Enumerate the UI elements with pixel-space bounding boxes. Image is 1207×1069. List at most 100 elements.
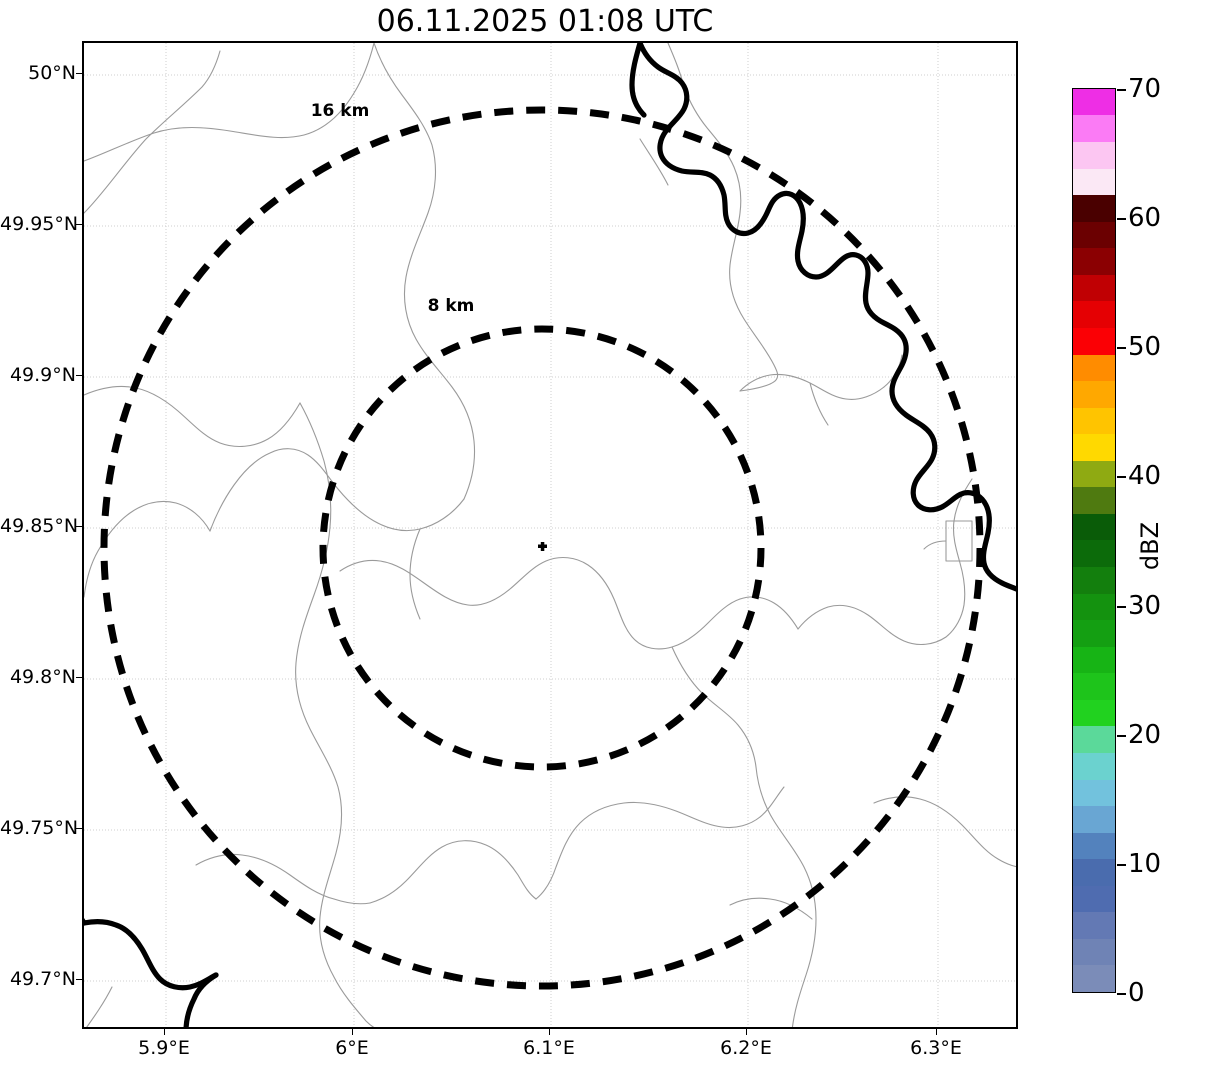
- y-tick-mark-4995N: [76, 224, 82, 225]
- admin-line-sw-corner: [86, 986, 113, 1027]
- national-border: [84, 43, 1016, 1027]
- colorbar-band-52.5dbz: [1073, 407, 1115, 435]
- colorbar-tick-label-70: 70: [1128, 74, 1162, 104]
- border-main-northeast: [637, 43, 1016, 592]
- colorbar-tick-label-0: 0: [1128, 978, 1145, 1008]
- y-tick-mark-4985N: [76, 526, 82, 527]
- y-tick-label-4975N: 49.75°N: [0, 817, 79, 839]
- admin-line-west-mid: [209, 448, 465, 532]
- colorbar-band-67.5dbz: [1073, 248, 1115, 275]
- colorbar-band-77.5dbz: [1073, 142, 1115, 169]
- colorbar-band-5.0dbz: [1073, 912, 1115, 939]
- admin-line-nw-down: [299, 402, 332, 528]
- x-tick-mark-62E: [746, 1029, 747, 1035]
- x-tick-label-63E: 6.3°E: [910, 1037, 962, 1059]
- admin-line-inner-valley-east: [739, 596, 799, 630]
- admin-line-sw-mid: [195, 853, 335, 900]
- colorbar-band-35.0dbz: [1073, 593, 1115, 621]
- page-title: 06.11.2025 01:08 UTC: [376, 4, 714, 39]
- colorbar-band-2.5dbz: [1073, 938, 1115, 966]
- colorbar-band-32.5dbz: [1073, 620, 1115, 647]
- colorbar-band-62.5dbz: [1073, 301, 1115, 328]
- colorbar-tick-label-60: 60: [1128, 203, 1162, 233]
- admin-line-mid-south: [671, 646, 757, 768]
- admin-line-east-up: [945, 520, 966, 638]
- admin-line-ne-small: [809, 382, 829, 426]
- y-tick-label-498N: 49.8°N: [9, 666, 76, 688]
- colorbar-band-50.0dbz: [1073, 434, 1115, 461]
- admin-enclave-box: [945, 520, 973, 562]
- x-tick-mark-59E: [164, 1029, 165, 1035]
- colorbar-band-10.0dbz: [1073, 859, 1115, 886]
- colorbar-tick-mark-40: [1117, 476, 1126, 478]
- colorbar-axis-label: dBZ: [1136, 521, 1164, 571]
- y-tick-label-497N: 49.7°N: [9, 968, 76, 990]
- colorbar-tick-label-30: 30: [1128, 591, 1162, 621]
- colorbar-band-27.5dbz: [1073, 673, 1115, 700]
- colorbar-band-55.0dbz: [1073, 381, 1115, 408]
- colorbar-tick-mark-70: [1117, 89, 1126, 91]
- x-tick-mark-63E: [936, 1029, 937, 1035]
- colorbar-band-12.5dbz: [1073, 832, 1115, 860]
- x-tick-label-59E: 5.9°E: [138, 1037, 190, 1059]
- colorbar-band-30.0dbz: [1073, 646, 1115, 674]
- admin-line-n-short: [639, 138, 669, 186]
- colorbar[interactable]: [1072, 88, 1116, 993]
- admin-line-s-valley-east: [535, 801, 761, 900]
- admin-line-central-south: [295, 526, 375, 1027]
- colorbar-tick-mark-10: [1117, 864, 1126, 866]
- x-tick-label-61E: 6.1°E: [523, 1037, 575, 1059]
- x-tick-label-62E: 6.2°E: [720, 1037, 772, 1059]
- admin-line-far-west: [84, 500, 211, 598]
- y-tick-label-50N: 50°N: [28, 62, 76, 84]
- colorbar-band-47.5dbz: [1073, 460, 1115, 488]
- radar-map-canvas[interactable]: [82, 41, 1018, 1029]
- colorbar-band-42.5dbz: [1073, 513, 1115, 541]
- colorbar-band-25.0dbz: [1073, 699, 1115, 727]
- y-tick-label-499N: 49.9°N: [9, 364, 76, 386]
- admin-line-se-lower: [873, 796, 1016, 868]
- y-tick-mark-499N: [76, 375, 82, 376]
- gridlines: [84, 43, 1016, 1027]
- colorbar-band-45.0dbz: [1073, 487, 1115, 514]
- admin-line-east-mid: [797, 604, 947, 646]
- range-ring-8km: [319, 325, 765, 771]
- colorbar-band-75.0dbz: [1073, 168, 1115, 196]
- colorbar-tick-mark-50: [1117, 347, 1126, 349]
- y-tick-label-4995N: 49.95°N: [0, 213, 79, 235]
- map-overlay-svg: [84, 43, 1016, 1027]
- y-tick-mark-498N: [76, 677, 82, 678]
- colorbar-band-17.5dbz: [1073, 779, 1115, 807]
- colorbar-band-82.5dbz: [1073, 88, 1115, 116]
- colorbar-tick-mark-30: [1117, 606, 1126, 608]
- colorbar-tick-mark-20: [1117, 735, 1126, 737]
- admin-line-s-valley: [369, 840, 537, 904]
- colorbar-band-22.5dbz: [1073, 726, 1115, 753]
- y-tick-mark-4975N: [76, 828, 82, 829]
- admin-line-sw-mid-b: [333, 898, 371, 905]
- colorbar-band-57.5dbz: [1073, 354, 1115, 382]
- range-ring-16km: [100, 106, 984, 990]
- colorbar-tick-label-50: 50: [1128, 332, 1162, 362]
- radar-site-marker: [538, 542, 547, 551]
- colorbar-band-0.0dbz: [1073, 965, 1115, 992]
- colorbar-tick-label-40: 40: [1128, 461, 1162, 491]
- colorbar-band-7.5dbz: [1073, 885, 1115, 913]
- admin-line-north-west: [84, 43, 375, 162]
- admin-line-nw-mid: [84, 385, 301, 448]
- admin-line-nw-top: [84, 50, 221, 214]
- border-north-stub: [629, 43, 647, 118]
- colorbar-tick-mark-0: [1117, 993, 1126, 995]
- colorbar-tick-label-20: 20: [1128, 720, 1162, 750]
- admin-line-s-valley-tip: [759, 786, 785, 818]
- admin-enclave-stub: [923, 540, 947, 550]
- colorbar-band-37.5dbz: [1073, 567, 1115, 594]
- colorbar-band-15.0dbz: [1073, 806, 1115, 833]
- colorbar-band-60.0dbz: [1073, 327, 1115, 355]
- admin-line-s-lower: [729, 897, 813, 920]
- colorbar-band-20.0dbz: [1073, 752, 1115, 780]
- colorbar-tick-mark-60: [1117, 218, 1126, 220]
- admin-line-central-north: [373, 43, 476, 500]
- x-tick-label-6E: 6°E: [335, 1037, 369, 1059]
